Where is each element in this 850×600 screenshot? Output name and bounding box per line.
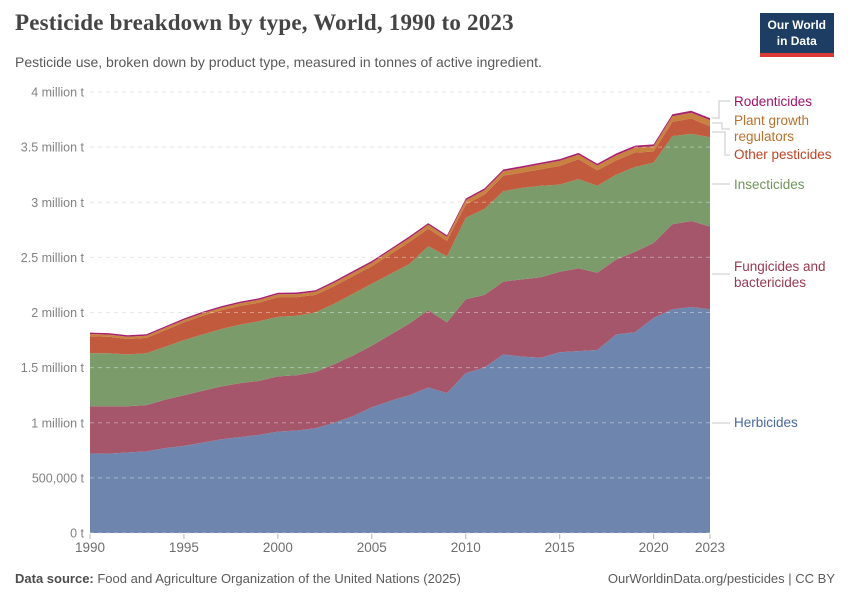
legend-label-plant-growth-regulators[interactable]: Plant growth regulators (734, 113, 810, 144)
x-axis-tick-label: 2000 (263, 540, 293, 555)
x-axis-tick-label: 2005 (357, 540, 387, 555)
legend-label-fungicides-and-bactericides[interactable]: Fungicides and bactericides (734, 259, 826, 290)
legend-label-herbicides[interactable]: Herbicides (734, 415, 798, 430)
y-axis-tick-label: 3.5 million t (21, 141, 85, 155)
data-source-note: Data source: Food and Agriculture Organi… (15, 571, 461, 586)
x-axis-tick-label: 2020 (639, 540, 669, 555)
legend-label-other-pesticides[interactable]: Other pesticides (734, 147, 832, 162)
owid-logo-line2: in Data (776, 33, 817, 48)
y-axis-tick-label: 500,000 t (32, 471, 85, 485)
chart-subtitle: Pesticide use, broken down by product ty… (15, 54, 542, 70)
legend-label-insecticides[interactable]: Insecticides (734, 177, 805, 192)
credit-link[interactable]: OurWorldinData.org/pesticides | CC BY (607, 571, 835, 586)
data-source-label: Data source: (15, 571, 94, 586)
legend-connector-line (712, 131, 730, 156)
area-fungicides-and-bactericides[interactable] (90, 221, 710, 454)
legend-connector-line (712, 100, 730, 119)
y-axis-tick-label: 1 million t (31, 416, 84, 430)
page-title: Pesticide breakdown by type, World, 1990… (15, 10, 514, 35)
owid-logo-line1: Our World (767, 18, 826, 32)
owid-logo[interactable]: Our World in Data (759, 13, 834, 58)
x-axis-tick-label: 2023 (695, 540, 725, 555)
y-axis-tick-label: 4 million t (31, 86, 84, 100)
x-axis-tick-label: 2010 (451, 540, 481, 555)
area-insecticides[interactable] (90, 133, 710, 407)
legend-connector-line (712, 122, 730, 130)
y-axis-tick-label: 0 t (70, 527, 84, 541)
area-herbicides[interactable] (90, 307, 710, 533)
x-axis-tick-label: 1990 (75, 540, 105, 555)
y-axis-tick-label: 1.5 million t (21, 361, 85, 375)
y-axis-tick-label: 2.5 million t (21, 251, 85, 265)
y-axis-tick-label: 2 million t (31, 306, 84, 320)
x-axis-tick-label: 1995 (169, 540, 199, 555)
y-axis-tick-label: 3 million t (31, 196, 84, 210)
x-axis-tick-label: 2015 (545, 540, 575, 555)
legend-label-rodenticides[interactable]: Rodenticides (734, 94, 813, 109)
area-other-pesticides[interactable] (90, 118, 710, 355)
data-source-text: Food and Agriculture Organization of the… (93, 571, 461, 586)
